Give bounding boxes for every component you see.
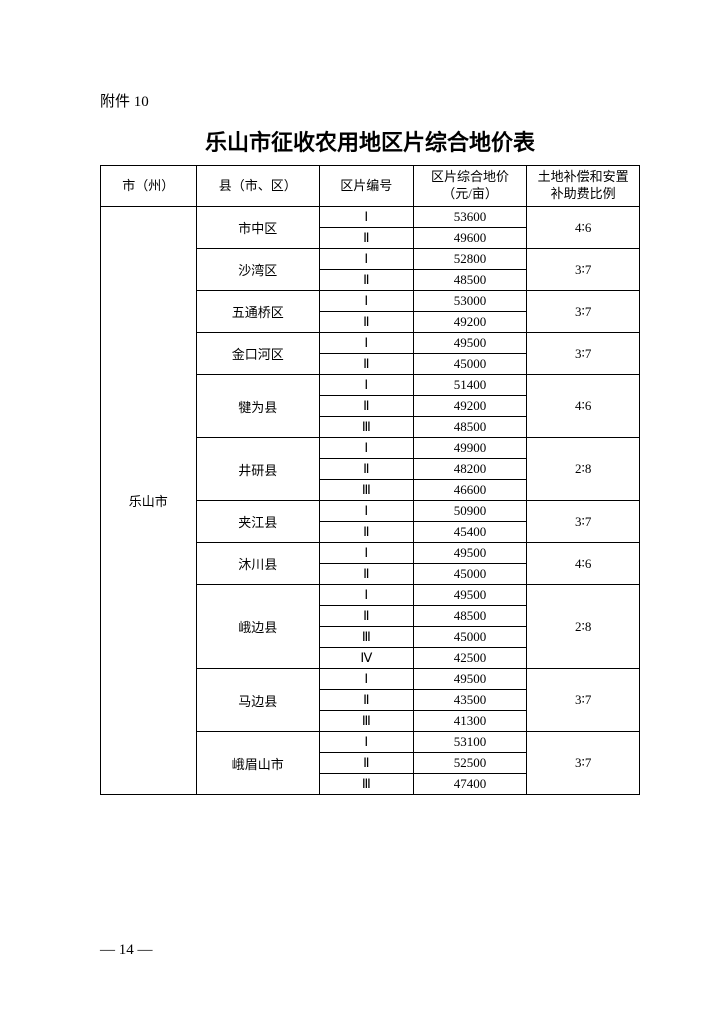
price-cell: 43500	[413, 690, 527, 711]
zone-code-cell: Ⅰ	[319, 207, 413, 228]
price-cell: 53000	[413, 291, 527, 312]
price-cell: 45000	[413, 627, 527, 648]
table-row: 乐山市市中区Ⅰ536004∶6	[101, 207, 640, 228]
zone-code-cell: Ⅰ	[319, 333, 413, 354]
zone-code-cell: Ⅲ	[319, 774, 413, 795]
ratio-cell: 3∶7	[527, 249, 640, 291]
zone-code-cell: Ⅳ	[319, 648, 413, 669]
zone-code-cell: Ⅱ	[319, 690, 413, 711]
price-cell: 48200	[413, 459, 527, 480]
zone-code-cell: Ⅰ	[319, 501, 413, 522]
zone-code-cell: Ⅰ	[319, 732, 413, 753]
price-cell: 48500	[413, 417, 527, 438]
page-title: 乐山市征收农用地区片综合地价表	[100, 125, 640, 157]
zone-code-cell: Ⅰ	[319, 585, 413, 606]
county-cell: 五通桥区	[196, 291, 319, 333]
price-cell: 52500	[413, 753, 527, 774]
zone-code-cell: Ⅰ	[319, 375, 413, 396]
zone-code-cell: Ⅱ	[319, 606, 413, 627]
zone-code-cell: Ⅰ	[319, 438, 413, 459]
zone-code-cell: Ⅲ	[319, 417, 413, 438]
ratio-cell: 2∶8	[527, 438, 640, 501]
ratio-cell: 4∶6	[527, 543, 640, 585]
zone-code-cell: Ⅱ	[319, 396, 413, 417]
price-cell: 48500	[413, 270, 527, 291]
city-cell: 乐山市	[101, 207, 197, 795]
county-cell: 夹江县	[196, 501, 319, 543]
ratio-cell: 2∶8	[527, 585, 640, 669]
county-cell: 井研县	[196, 438, 319, 501]
zone-code-cell: Ⅱ	[319, 312, 413, 333]
price-cell: 49200	[413, 312, 527, 333]
price-cell: 49500	[413, 333, 527, 354]
price-cell: 53100	[413, 732, 527, 753]
county-cell: 沙湾区	[196, 249, 319, 291]
county-cell: 金口河区	[196, 333, 319, 375]
price-cell: 45000	[413, 564, 527, 585]
ratio-cell: 4∶6	[527, 375, 640, 438]
zone-code-cell: Ⅱ	[319, 564, 413, 585]
ratio-cell: 3∶7	[527, 732, 640, 795]
col-zone-code: 区片编号	[319, 166, 413, 207]
col-city: 市（州）	[101, 166, 197, 207]
ratio-cell: 3∶7	[527, 669, 640, 732]
land-price-table: 市（州） 县（市、区） 区片编号 区片综合地价（元/亩） 土地补偿和安置补助费比…	[100, 165, 640, 795]
table-header-row: 市（州） 县（市、区） 区片编号 区片综合地价（元/亩） 土地补偿和安置补助费比…	[101, 166, 640, 207]
zone-code-cell: Ⅰ	[319, 543, 413, 564]
zone-code-cell: Ⅱ	[319, 753, 413, 774]
ratio-cell: 3∶7	[527, 333, 640, 375]
county-cell: 沐川县	[196, 543, 319, 585]
ratio-cell: 4∶6	[527, 207, 640, 249]
price-cell: 45000	[413, 354, 527, 375]
zone-code-cell: Ⅱ	[319, 228, 413, 249]
price-cell: 53600	[413, 207, 527, 228]
price-cell: 42500	[413, 648, 527, 669]
zone-code-cell: Ⅰ	[319, 291, 413, 312]
price-cell: 52800	[413, 249, 527, 270]
county-cell: 峨边县	[196, 585, 319, 669]
price-cell: 49500	[413, 543, 527, 564]
price-cell: 49500	[413, 585, 527, 606]
county-cell: 峨眉山市	[196, 732, 319, 795]
price-cell: 50900	[413, 501, 527, 522]
zone-code-cell: Ⅲ	[319, 627, 413, 648]
price-cell: 41300	[413, 711, 527, 732]
ratio-cell: 3∶7	[527, 501, 640, 543]
page-number: — 14 —	[100, 942, 153, 959]
county-cell: 马边县	[196, 669, 319, 732]
zone-code-cell: Ⅱ	[319, 354, 413, 375]
zone-code-cell: Ⅱ	[319, 459, 413, 480]
col-ratio: 土地补偿和安置补助费比例	[527, 166, 640, 207]
price-cell: 48500	[413, 606, 527, 627]
zone-code-cell: Ⅰ	[319, 669, 413, 690]
zone-code-cell: Ⅲ	[319, 711, 413, 732]
price-cell: 49200	[413, 396, 527, 417]
county-cell: 市中区	[196, 207, 319, 249]
zone-code-cell: Ⅱ	[319, 522, 413, 543]
col-price: 区片综合地价（元/亩）	[413, 166, 527, 207]
col-county: 县（市、区）	[196, 166, 319, 207]
zone-code-cell: Ⅱ	[319, 270, 413, 291]
zone-code-cell: Ⅰ	[319, 249, 413, 270]
price-cell: 45400	[413, 522, 527, 543]
zone-code-cell: Ⅲ	[319, 480, 413, 501]
price-cell: 49900	[413, 438, 527, 459]
price-cell: 46600	[413, 480, 527, 501]
price-cell: 47400	[413, 774, 527, 795]
price-cell: 51400	[413, 375, 527, 396]
price-cell: 49500	[413, 669, 527, 690]
county-cell: 犍为县	[196, 375, 319, 438]
attachment-label: 附件 10	[100, 90, 640, 111]
price-cell: 49600	[413, 228, 527, 249]
ratio-cell: 3∶7	[527, 291, 640, 333]
